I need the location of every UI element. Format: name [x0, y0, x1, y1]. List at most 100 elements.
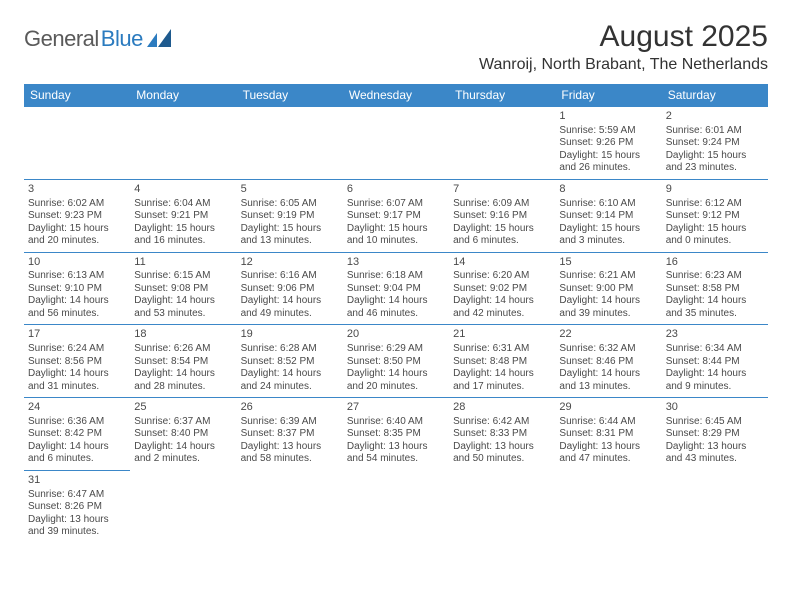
cell-line: Daylight: 15 hours — [347, 223, 445, 236]
day-number: 17 — [28, 328, 126, 342]
calendar-cell: 29Sunrise: 6:44 AMSunset: 8:31 PMDayligh… — [555, 398, 661, 471]
day-number: 15 — [559, 256, 657, 270]
cell-line: Sunset: 8:42 PM — [28, 428, 126, 441]
cell-line: Daylight: 14 hours — [241, 368, 339, 381]
day-header: Sunday — [24, 84, 130, 107]
cell-line: and 10 minutes. — [347, 235, 445, 248]
cell-line: Sunrise: 6:39 AM — [241, 416, 339, 429]
cell-line: and 13 minutes. — [241, 235, 339, 248]
calendar-cell: 9Sunrise: 6:12 AMSunset: 9:12 PMDaylight… — [662, 179, 768, 252]
logo: General Blue — [24, 26, 171, 52]
calendar-cell: 30Sunrise: 6:45 AMSunset: 8:29 PMDayligh… — [662, 398, 768, 471]
calendar-cell: 14Sunrise: 6:20 AMSunset: 9:02 PMDayligh… — [449, 252, 555, 325]
location-label: Wanroij, North Brabant, The Netherlands — [479, 56, 768, 74]
cell-line: Daylight: 14 hours — [453, 295, 551, 308]
cell-line: Daylight: 15 hours — [453, 223, 551, 236]
cell-line: Sunrise: 6:12 AM — [666, 198, 764, 211]
cell-line: Sunrise: 6:29 AM — [347, 343, 445, 356]
day-number: 24 — [28, 401, 126, 415]
day-number: 16 — [666, 256, 764, 270]
day-number: 8 — [559, 183, 657, 197]
calendar-cell — [130, 470, 236, 542]
day-number: 13 — [347, 256, 445, 270]
cell-line: Daylight: 14 hours — [453, 368, 551, 381]
cell-line: Sunrise: 6:18 AM — [347, 270, 445, 283]
cell-line: and 54 minutes. — [347, 453, 445, 466]
cell-line: Sunrise: 6:34 AM — [666, 343, 764, 356]
day-number: 18 — [134, 328, 232, 342]
cell-line: and 13 minutes. — [559, 381, 657, 394]
calendar-cell: 17Sunrise: 6:24 AMSunset: 8:56 PMDayligh… — [24, 325, 130, 398]
cell-line: Sunrise: 6:28 AM — [241, 343, 339, 356]
calendar-week-row: 24Sunrise: 6:36 AMSunset: 8:42 PMDayligh… — [24, 398, 768, 471]
day-number: 14 — [453, 256, 551, 270]
cell-line: Sunrise: 6:16 AM — [241, 270, 339, 283]
cell-line: Sunrise: 6:21 AM — [559, 270, 657, 283]
cell-line: Sunset: 9:16 PM — [453, 210, 551, 223]
cell-line: Sunrise: 6:32 AM — [559, 343, 657, 356]
cell-line: and 58 minutes. — [241, 453, 339, 466]
cell-line: Daylight: 15 hours — [666, 150, 764, 163]
cell-line: Sunrise: 6:02 AM — [28, 198, 126, 211]
cell-line: Sunset: 9:21 PM — [134, 210, 232, 223]
cell-line: and 56 minutes. — [28, 308, 126, 321]
cell-line: Sunrise: 6:45 AM — [666, 416, 764, 429]
logo-text-blue: Blue — [101, 26, 143, 52]
cell-line: Sunset: 8:35 PM — [347, 428, 445, 441]
calendar-cell — [555, 470, 661, 542]
cell-line: and 2 minutes. — [134, 453, 232, 466]
cell-line: Sunrise: 6:26 AM — [134, 343, 232, 356]
cell-line: and 47 minutes. — [559, 453, 657, 466]
calendar-cell: 8Sunrise: 6:10 AMSunset: 9:14 PMDaylight… — [555, 179, 661, 252]
cell-line: Sunset: 8:56 PM — [28, 356, 126, 369]
cell-line: Sunrise: 6:36 AM — [28, 416, 126, 429]
calendar-cell: 16Sunrise: 6:23 AMSunset: 8:58 PMDayligh… — [662, 252, 768, 325]
cell-line: and 17 minutes. — [453, 381, 551, 394]
calendar-cell: 18Sunrise: 6:26 AMSunset: 8:54 PMDayligh… — [130, 325, 236, 398]
cell-line: Daylight: 14 hours — [28, 441, 126, 454]
cell-line: Sunrise: 6:31 AM — [453, 343, 551, 356]
cell-line: Sunset: 9:08 PM — [134, 283, 232, 296]
cell-line: Daylight: 13 hours — [28, 514, 126, 527]
cell-line: Daylight: 13 hours — [453, 441, 551, 454]
cell-line: Sunrise: 6:05 AM — [241, 198, 339, 211]
cell-line: and 20 minutes. — [28, 235, 126, 248]
day-number: 20 — [347, 328, 445, 342]
calendar-week-row: 1Sunrise: 5:59 AMSunset: 9:26 PMDaylight… — [24, 107, 768, 180]
day-header: Monday — [130, 84, 236, 107]
cell-line: and 0 minutes. — [666, 235, 764, 248]
cell-line: Sunrise: 6:10 AM — [559, 198, 657, 211]
calendar-cell: 5Sunrise: 6:05 AMSunset: 9:19 PMDaylight… — [237, 179, 343, 252]
cell-line: Sunrise: 6:37 AM — [134, 416, 232, 429]
cell-line: Daylight: 15 hours — [559, 223, 657, 236]
cell-line: and 26 minutes. — [559, 162, 657, 175]
cell-line: Sunrise: 6:24 AM — [28, 343, 126, 356]
calendar-week-row: 10Sunrise: 6:13 AMSunset: 9:10 PMDayligh… — [24, 252, 768, 325]
calendar-cell: 7Sunrise: 6:09 AMSunset: 9:16 PMDaylight… — [449, 179, 555, 252]
cell-line: Sunset: 9:17 PM — [347, 210, 445, 223]
cell-line: Sunrise: 6:09 AM — [453, 198, 551, 211]
day-number: 11 — [134, 256, 232, 270]
logo-text-general: General — [24, 26, 99, 52]
cell-line: Sunset: 9:10 PM — [28, 283, 126, 296]
day-number: 7 — [453, 183, 551, 197]
cell-line: Sunset: 9:23 PM — [28, 210, 126, 223]
cell-line: Daylight: 14 hours — [666, 295, 764, 308]
cell-line: Daylight: 14 hours — [134, 368, 232, 381]
cell-line: Sunrise: 5:59 AM — [559, 125, 657, 138]
cell-line: Daylight: 14 hours — [347, 295, 445, 308]
cell-line: and 42 minutes. — [453, 308, 551, 321]
day-number: 2 — [666, 110, 764, 124]
cell-line: and 31 minutes. — [28, 381, 126, 394]
cell-line: Sunset: 9:26 PM — [559, 137, 657, 150]
calendar-cell: 2Sunrise: 6:01 AMSunset: 9:24 PMDaylight… — [662, 107, 768, 180]
cell-line: Daylight: 14 hours — [134, 441, 232, 454]
cell-line: Sunset: 8:26 PM — [28, 501, 126, 514]
calendar-cell — [24, 107, 130, 180]
cell-line: Daylight: 14 hours — [666, 368, 764, 381]
day-number: 28 — [453, 401, 551, 415]
calendar-cell: 15Sunrise: 6:21 AMSunset: 9:00 PMDayligh… — [555, 252, 661, 325]
calendar-cell: 25Sunrise: 6:37 AMSunset: 8:40 PMDayligh… — [130, 398, 236, 471]
calendar-week-row: 3Sunrise: 6:02 AMSunset: 9:23 PMDaylight… — [24, 179, 768, 252]
cell-line: and 6 minutes. — [453, 235, 551, 248]
